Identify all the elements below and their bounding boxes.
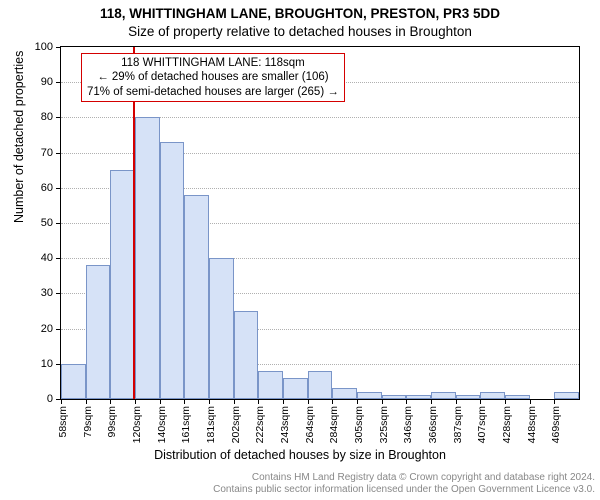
xtick-mark bbox=[332, 399, 333, 404]
xtick-label: 161sqm bbox=[180, 406, 192, 443]
xtick-mark bbox=[431, 399, 432, 404]
xtick-label: 346sqm bbox=[402, 406, 414, 443]
ytick-label: 50 bbox=[41, 217, 61, 229]
xtick-mark bbox=[357, 399, 358, 404]
xtick-label: 448sqm bbox=[526, 406, 538, 443]
xtick-label: 325sqm bbox=[378, 406, 390, 443]
xtick-mark bbox=[258, 399, 259, 404]
xtick-label: 366sqm bbox=[427, 406, 439, 443]
histogram-bar bbox=[184, 195, 209, 399]
xtick-label: 428sqm bbox=[501, 406, 513, 443]
x-axis-label: Distribution of detached houses by size … bbox=[0, 448, 600, 462]
ytick-label: 60 bbox=[41, 182, 61, 194]
xtick-mark bbox=[234, 399, 235, 404]
histogram-bar bbox=[431, 392, 456, 399]
xtick-mark bbox=[135, 399, 136, 404]
y-axis-label: Number of detached properties bbox=[12, 51, 26, 223]
xtick-label: 58sqm bbox=[57, 406, 69, 438]
xtick-mark bbox=[505, 399, 506, 404]
histogram-bar bbox=[505, 395, 530, 399]
histogram-bar bbox=[332, 388, 357, 399]
histogram-bar bbox=[110, 170, 135, 399]
xtick-mark bbox=[110, 399, 111, 404]
histogram-bar bbox=[258, 371, 283, 399]
xtick-mark bbox=[382, 399, 383, 404]
xtick-mark bbox=[209, 399, 210, 404]
xtick-label: 264sqm bbox=[304, 406, 316, 443]
info-line-2: ← 29% of detached houses are smaller (10… bbox=[87, 70, 339, 84]
chart-subtitle: Size of property relative to detached ho… bbox=[0, 24, 600, 39]
xtick-label: 222sqm bbox=[254, 406, 266, 443]
histogram-bar bbox=[61, 364, 86, 399]
histogram-bar bbox=[283, 378, 308, 399]
histogram-bar bbox=[480, 392, 505, 399]
histogram-bar bbox=[308, 371, 333, 399]
xtick-label: 469sqm bbox=[550, 406, 562, 443]
xtick-label: 202sqm bbox=[230, 406, 242, 443]
histogram-bar bbox=[135, 117, 160, 399]
xtick-label: 181sqm bbox=[205, 406, 217, 443]
xtick-mark bbox=[554, 399, 555, 404]
histogram-bar bbox=[554, 392, 579, 399]
histogram-bar bbox=[406, 395, 431, 399]
xtick-label: 243sqm bbox=[279, 406, 291, 443]
xtick-mark bbox=[61, 399, 62, 404]
histogram-bar bbox=[382, 395, 407, 399]
footer-line-2: Contains public sector information licen… bbox=[0, 484, 595, 496]
xtick-label: 305sqm bbox=[353, 406, 365, 443]
ytick-label: 80 bbox=[41, 111, 61, 123]
info-line-1: 118 WHITTINGHAM LANE: 118sqm bbox=[87, 56, 339, 70]
ytick-label: 30 bbox=[41, 287, 61, 299]
xtick-label: 387sqm bbox=[452, 406, 464, 443]
histogram-bar bbox=[357, 392, 382, 399]
xtick-label: 284sqm bbox=[328, 406, 340, 443]
ytick-label: 0 bbox=[47, 393, 61, 405]
xtick-mark bbox=[283, 399, 284, 404]
xtick-mark bbox=[530, 399, 531, 404]
chart-title: 118, WHITTINGHAM LANE, BROUGHTON, PRESTO… bbox=[0, 6, 600, 21]
histogram-bar bbox=[160, 142, 185, 399]
ytick-label: 70 bbox=[41, 147, 61, 159]
xtick-mark bbox=[86, 399, 87, 404]
xtick-label: 120sqm bbox=[131, 406, 143, 443]
ytick-label: 10 bbox=[41, 358, 61, 370]
ytick-label: 20 bbox=[41, 323, 61, 335]
xtick-label: 140sqm bbox=[156, 406, 168, 443]
xtick-mark bbox=[480, 399, 481, 404]
ytick-label: 40 bbox=[41, 252, 61, 264]
histogram-bar bbox=[86, 265, 111, 399]
info-line-3: 71% of semi-detached houses are larger (… bbox=[87, 85, 339, 99]
histogram-bar bbox=[234, 311, 259, 399]
xtick-label: 99sqm bbox=[106, 406, 118, 438]
histogram-bar bbox=[456, 395, 481, 399]
xtick-mark bbox=[308, 399, 309, 404]
ytick-label: 100 bbox=[35, 41, 61, 53]
footer: Contains HM Land Registry data © Crown c… bbox=[0, 472, 595, 496]
histogram-bar bbox=[209, 258, 234, 399]
footer-line-1: Contains HM Land Registry data © Crown c… bbox=[0, 472, 595, 484]
xtick-mark bbox=[406, 399, 407, 404]
ytick-label: 90 bbox=[41, 76, 61, 88]
xtick-mark bbox=[184, 399, 185, 404]
xtick-label: 79sqm bbox=[82, 406, 94, 438]
xtick-mark bbox=[160, 399, 161, 404]
xtick-label: 407sqm bbox=[476, 406, 488, 443]
marker-info-box: 118 WHITTINGHAM LANE: 118sqm ← 29% of de… bbox=[81, 53, 345, 102]
chart-plot-area: 010203040506070809010058sqm79sqm99sqm120… bbox=[60, 46, 580, 400]
xtick-mark bbox=[456, 399, 457, 404]
